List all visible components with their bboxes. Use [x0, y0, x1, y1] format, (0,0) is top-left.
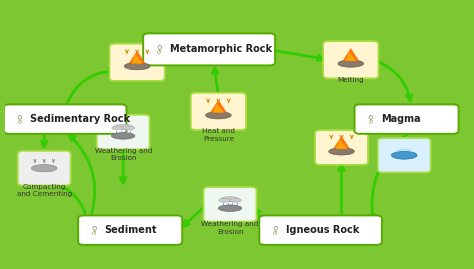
Ellipse shape [221, 197, 239, 202]
Text: ⚲: ⚲ [367, 114, 373, 123]
FancyBboxPatch shape [78, 215, 182, 245]
Ellipse shape [329, 148, 354, 155]
Text: Magma: Magma [381, 114, 420, 124]
Ellipse shape [123, 126, 135, 130]
Polygon shape [213, 104, 224, 113]
Text: Compacting
and Cementing: Compacting and Cementing [17, 184, 72, 197]
Ellipse shape [230, 198, 241, 202]
FancyBboxPatch shape [315, 130, 368, 165]
Ellipse shape [206, 112, 231, 119]
FancyBboxPatch shape [143, 33, 275, 65]
Polygon shape [336, 140, 347, 149]
FancyBboxPatch shape [97, 115, 150, 149]
Polygon shape [333, 136, 350, 149]
Text: ⚲: ⚲ [91, 225, 97, 233]
Polygon shape [129, 51, 146, 63]
FancyBboxPatch shape [18, 151, 71, 186]
Text: ⚲: ⚲ [17, 114, 22, 123]
Text: Weathering and
Erosion: Weathering and Erosion [94, 147, 152, 161]
Text: O: O [273, 231, 278, 236]
Text: O: O [368, 120, 373, 125]
Ellipse shape [31, 165, 57, 172]
Text: Sediment: Sediment [105, 225, 157, 235]
FancyBboxPatch shape [323, 41, 378, 78]
Ellipse shape [112, 126, 123, 130]
Text: ⚲: ⚲ [272, 225, 278, 233]
Text: Igneous Rock: Igneous Rock [286, 225, 359, 235]
Ellipse shape [124, 63, 150, 70]
FancyBboxPatch shape [109, 44, 165, 81]
Text: O: O [92, 231, 96, 236]
FancyBboxPatch shape [259, 215, 382, 245]
Ellipse shape [111, 133, 135, 139]
FancyBboxPatch shape [4, 104, 127, 134]
Ellipse shape [219, 205, 242, 211]
Ellipse shape [338, 60, 364, 67]
Text: ⚲: ⚲ [156, 44, 162, 53]
FancyBboxPatch shape [378, 138, 431, 173]
Text: O: O [18, 120, 22, 125]
Text: Heat and
Pressure: Heat and Pressure [202, 128, 235, 142]
Text: O: O [157, 50, 162, 55]
Ellipse shape [219, 198, 230, 202]
Polygon shape [345, 52, 356, 61]
FancyBboxPatch shape [203, 187, 256, 222]
Polygon shape [210, 100, 227, 113]
Text: Melting: Melting [337, 76, 364, 83]
Ellipse shape [114, 124, 132, 129]
FancyBboxPatch shape [355, 104, 458, 134]
Polygon shape [132, 55, 143, 63]
Polygon shape [342, 48, 359, 61]
Text: Weathering and
Erosion: Weathering and Erosion [201, 221, 259, 235]
FancyBboxPatch shape [191, 93, 246, 130]
Ellipse shape [392, 151, 417, 159]
Text: Metamorphic Rock: Metamorphic Rock [170, 44, 272, 54]
Text: Sedimentary Rock: Sedimentary Rock [30, 114, 130, 124]
